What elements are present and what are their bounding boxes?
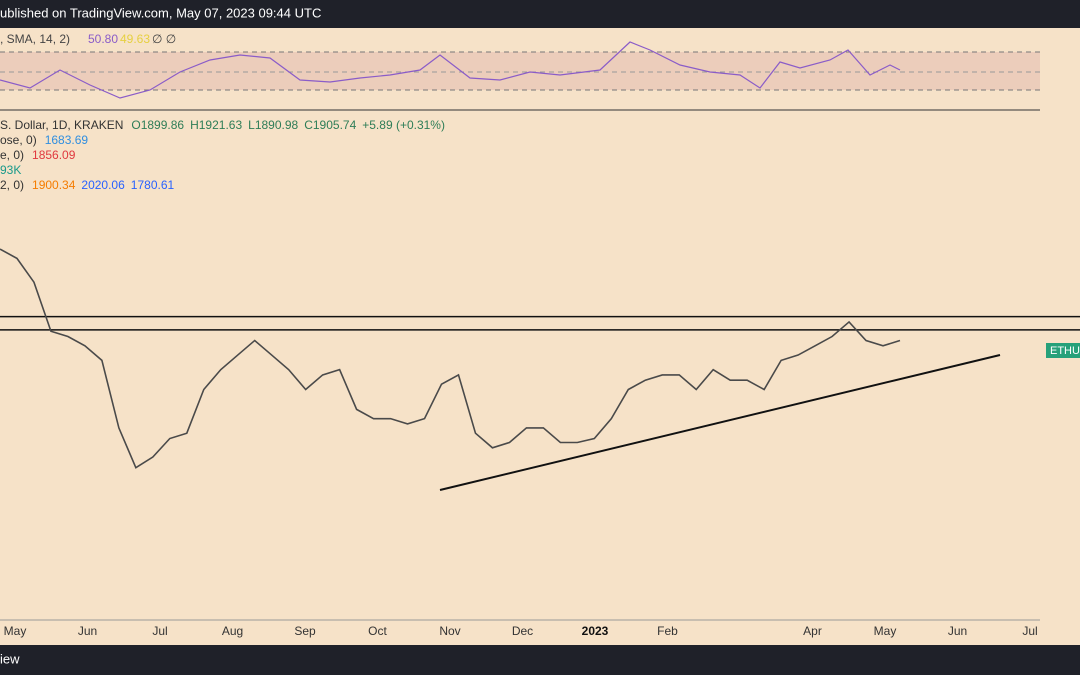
- legend-value: 1856.09: [32, 148, 76, 162]
- legend-value: L1890.98: [248, 118, 298, 132]
- legend-value: 2020.06: [81, 178, 125, 192]
- rsi-name: , SMA, 14, 2): [0, 32, 70, 46]
- legend-name: e, 0): [0, 148, 24, 162]
- rsi-extra: ∅ ∅: [152, 32, 176, 46]
- x-tick-label: Dec: [512, 624, 533, 638]
- x-tick-label: Sep: [294, 624, 316, 638]
- x-tick-label: Feb: [657, 624, 678, 638]
- legend-name: 2, 0): [0, 178, 24, 192]
- x-tick-label: Jun: [78, 624, 97, 638]
- rsi-line: [0, 41, 901, 99]
- rsi-band: [0, 52, 1040, 90]
- legend-value: 1780.61: [131, 178, 175, 192]
- legend-value: 1900.34: [32, 178, 76, 192]
- legend-value: 1683.69: [45, 133, 89, 147]
- legend-value: C1905.74: [304, 118, 356, 132]
- x-tick-label: Nov: [439, 624, 460, 638]
- price-line: [0, 248, 901, 469]
- legend-value: H1921.63: [190, 118, 242, 132]
- rsi-sma: 49.63: [120, 32, 150, 46]
- legend-name: ose, 0): [0, 133, 37, 147]
- x-tick-label: 2023: [582, 624, 609, 638]
- header: ublished on TradingView.com, May 07, 202…: [0, 5, 321, 20]
- legend-name: S. Dollar, 1D, KRAKEN: [0, 118, 123, 132]
- x-tick-label: Jul: [152, 624, 167, 638]
- top-bar: [0, 0, 1080, 28]
- trendline: [439, 354, 1001, 491]
- x-tick-label: Oct: [368, 624, 387, 638]
- rsi-legend: , SMA, 14, 2) 50.80 49.63 ∅ ∅: [0, 32, 176, 46]
- x-tick-label: May: [874, 624, 897, 638]
- legend-value: 93K: [0, 163, 21, 177]
- legend-value: +5.89 (+0.31%): [362, 118, 445, 132]
- x-tick-label: May: [4, 624, 27, 638]
- x-tick-label: Jul: [1022, 624, 1037, 638]
- footer: iew: [0, 651, 20, 666]
- x-tick-label: Aug: [222, 624, 243, 638]
- rsi-value: 50.80: [88, 32, 118, 46]
- x-tick-label: Jun: [948, 624, 967, 638]
- legend-value: O1899.86: [131, 118, 184, 132]
- price-tag-bg: [1046, 343, 1080, 358]
- bottom-bar: [0, 645, 1080, 675]
- price-tag: ETHU: [1050, 345, 1080, 357]
- x-tick-label: Apr: [803, 624, 822, 638]
